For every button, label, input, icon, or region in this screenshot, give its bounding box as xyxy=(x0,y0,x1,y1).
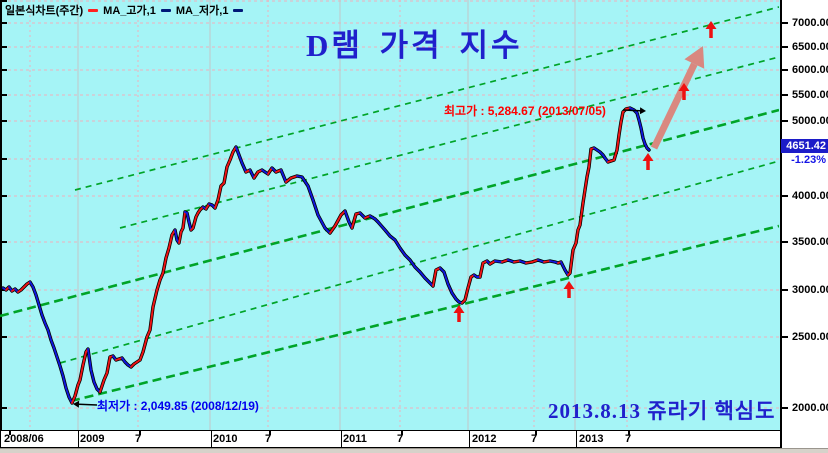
x-axis-separator xyxy=(211,431,212,447)
y-axis-label: 3500.00 xyxy=(792,236,828,248)
y-axis-tick xyxy=(782,46,788,48)
y-axis-tick xyxy=(782,195,788,197)
x-axis-label: 2010 xyxy=(213,433,238,445)
y-axis-tick xyxy=(782,94,788,96)
legend-ma-high-label: MA_고가,1 xyxy=(103,5,156,17)
watermark-text: 2013.8.13 쥬라기 핵심도 xyxy=(548,399,776,423)
y-axis-label: 2500.00 xyxy=(792,331,828,343)
y-axis-label: 6500.00 xyxy=(792,41,828,53)
x-axis-panel: 2008/06 2009 7 2010 7 2011 7 2012 7 2013 7 xyxy=(0,430,781,448)
x-axis-tick xyxy=(9,431,11,435)
y-axis-label: 5000.00 xyxy=(792,115,828,127)
y-axis-label: 6000.00 xyxy=(792,64,828,76)
legend-dash-icon xyxy=(233,8,244,12)
y-axis-label: 3000.00 xyxy=(792,284,828,296)
window-bottom-strip xyxy=(0,448,828,453)
x-axis-label: 7 xyxy=(397,433,404,445)
y-axis-tick xyxy=(782,336,788,338)
x-axis-tick xyxy=(139,431,141,435)
x-axis-separator xyxy=(469,431,470,447)
y-axis-tick xyxy=(782,407,788,409)
x-axis-label: 2012 xyxy=(472,433,497,445)
chart-legend: 일본식차트(주간) MA_고가,1 MA_저가,1 xyxy=(5,2,244,18)
current-price-badge: 4651.42 xyxy=(781,139,828,153)
x-axis-tick xyxy=(628,431,630,435)
change-percent-label: -1.23% xyxy=(791,154,826,166)
legend-dash-icon xyxy=(160,8,171,12)
annotation-highest-price: 최고가 : 5,284.67 (2013/07/05) xyxy=(444,104,606,118)
legend-chart-type-label: 일본식차트(주간) xyxy=(5,5,84,17)
chart-title: D램 가격 지수 xyxy=(306,28,523,63)
x-axis-label: 7 xyxy=(625,433,632,445)
y-axis-label: 2000.00 xyxy=(792,402,828,414)
y-axis-label: 7000.00 xyxy=(792,17,828,29)
y-axis-tick xyxy=(782,120,788,122)
x-axis-label: 7 xyxy=(135,433,142,445)
x-axis-separator xyxy=(78,431,79,447)
x-axis-label: 2008/06 xyxy=(4,433,44,445)
annotation-lowest-price: 최저가 : 2,049.85 (2008/12/19) xyxy=(97,399,259,413)
x-axis-separator xyxy=(341,431,342,447)
y-axis-tick xyxy=(782,241,788,243)
x-axis-label: 2013 xyxy=(579,433,604,445)
y-axis-tick xyxy=(782,69,788,71)
legend-ma-low-label: MA_저가,1 xyxy=(175,5,229,17)
y-axis-tick xyxy=(782,22,788,24)
x-axis-tick xyxy=(269,431,271,435)
legend-dash-icon xyxy=(88,8,99,12)
y-axis-panel: 7000.00 6500.00 6000.00 5500.00 5000.00 4000.… xyxy=(780,0,828,448)
x-axis-label: 7 xyxy=(531,433,538,445)
x-axis-tick xyxy=(401,431,403,435)
x-axis-label: 7 xyxy=(265,433,272,445)
x-axis-label: 2011 xyxy=(343,433,367,445)
x-axis-label: 2009 xyxy=(80,433,105,445)
y-axis-tick xyxy=(782,289,788,291)
x-axis-tick xyxy=(535,431,537,435)
x-axis-separator xyxy=(576,431,577,447)
y-axis-label: 5500.00 xyxy=(792,89,828,101)
y-axis-label: 4000.00 xyxy=(792,190,828,202)
